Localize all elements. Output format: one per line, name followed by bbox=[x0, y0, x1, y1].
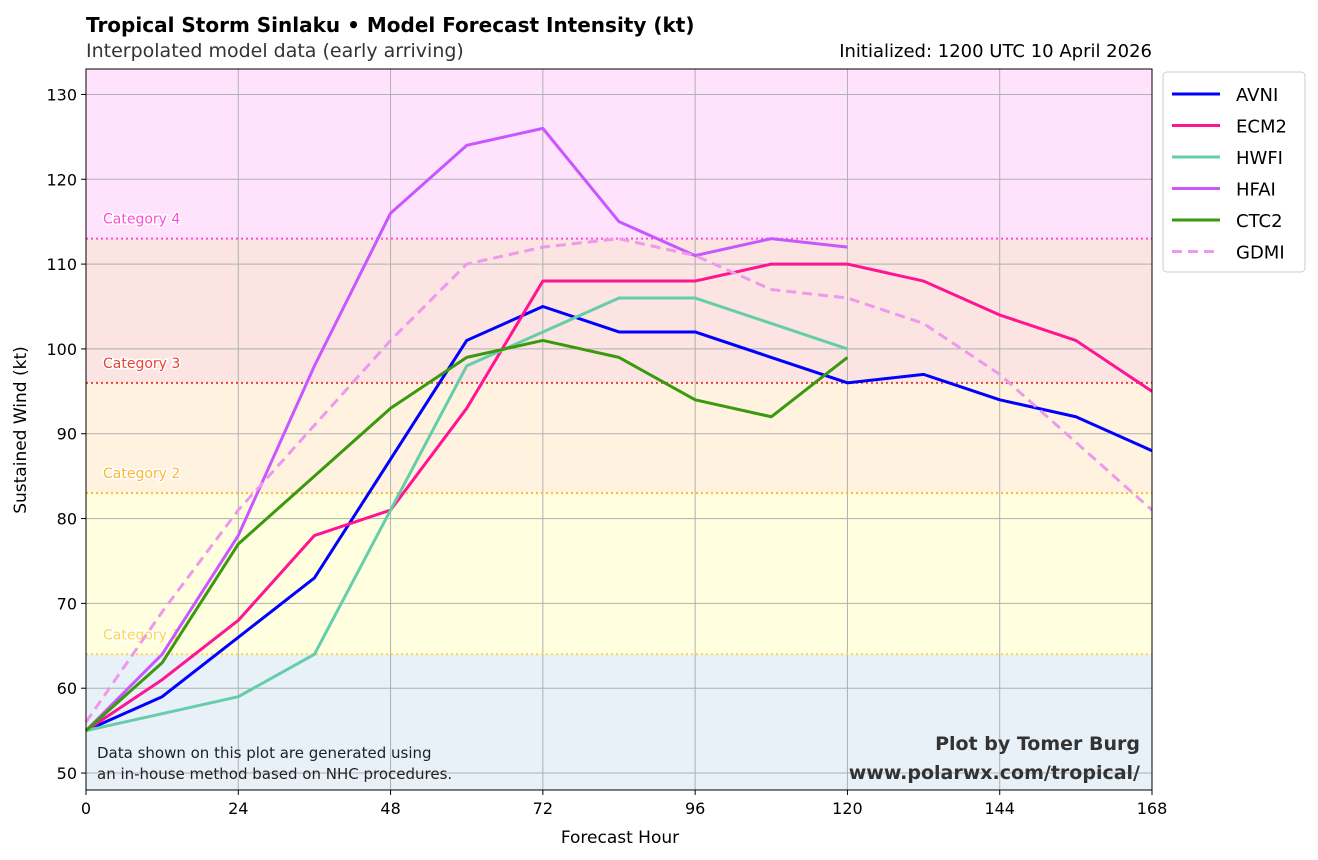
legend-label-hfai: HFAI bbox=[1236, 180, 1276, 201]
category-4-label: Category 4 bbox=[103, 212, 180, 228]
legend-label-hwfi: HWFI bbox=[1236, 148, 1283, 169]
y-tick-label: 70 bbox=[57, 594, 77, 613]
series-line-ctc2 bbox=[85, 338, 849, 732]
x-tick-label: 48 bbox=[380, 799, 400, 818]
x-tick-label: 24 bbox=[228, 799, 248, 818]
y-tick-label: 80 bbox=[57, 510, 77, 529]
y-tick-label: 100 bbox=[46, 340, 77, 359]
credit-line-1: Plot by Tomer Burg bbox=[935, 733, 1140, 755]
y-tick-label: 120 bbox=[46, 170, 77, 189]
legend-label-ecm2: ECM2 bbox=[1236, 117, 1287, 138]
x-tick-label: 168 bbox=[1137, 799, 1168, 818]
category-2-label: Category 2 bbox=[103, 466, 180, 482]
x-tick-label: 120 bbox=[832, 799, 863, 818]
note-line-1: Data shown on this plot are generated us… bbox=[97, 744, 432, 762]
plot-frame bbox=[85, 68, 1153, 791]
credit-line-2: www.polarwx.com/tropical/ bbox=[849, 762, 1140, 784]
band-cat2 bbox=[86, 382, 1152, 494]
y-axis-label: Sustained Wind (kt) bbox=[11, 346, 31, 514]
legend-label-gdmi: GDMI bbox=[1236, 243, 1285, 264]
x-tick-label: 96 bbox=[685, 799, 705, 818]
series-line-hfai bbox=[84, 126, 848, 732]
chart-title: Tropical Storm Sinlaku • Model Forecast … bbox=[86, 13, 695, 37]
y-tick-label: 130 bbox=[46, 85, 77, 104]
x-axis-label: Forecast Hour bbox=[561, 828, 679, 848]
series-line-hwfi bbox=[85, 296, 848, 733]
chart-subtitle: Interpolated model data (early arriving) bbox=[86, 40, 464, 62]
legend-label-ctc2: CTC2 bbox=[1236, 211, 1283, 232]
x-tick-label: 144 bbox=[984, 799, 1015, 818]
series-line-avni bbox=[85, 305, 1153, 732]
x-tick-label: 72 bbox=[533, 799, 553, 818]
category-1-label: Category 1 bbox=[103, 627, 180, 643]
category-3-label: Category 3 bbox=[103, 356, 180, 372]
series-line-ecm2 bbox=[85, 262, 1153, 732]
legend: AVNI ECM2 HWFI HFAI CTC2 GDMI bbox=[1162, 71, 1306, 273]
band-cat4 bbox=[86, 69, 1152, 239]
note-line-2: an in-house method based on NHC procedur… bbox=[97, 765, 452, 783]
y-tick-label: 90 bbox=[57, 425, 77, 444]
y-tick-label: 110 bbox=[46, 255, 77, 274]
x-tick-label: 0 bbox=[81, 799, 91, 818]
init-time: Initialized: 1200 UTC 10 April 2026 bbox=[839, 41, 1152, 62]
legend-label-avni: AVNI bbox=[1236, 85, 1278, 106]
y-tick-label: 50 bbox=[57, 764, 77, 783]
y-tick-label: 60 bbox=[57, 679, 77, 698]
band-below-cat1 bbox=[86, 654, 1152, 790]
